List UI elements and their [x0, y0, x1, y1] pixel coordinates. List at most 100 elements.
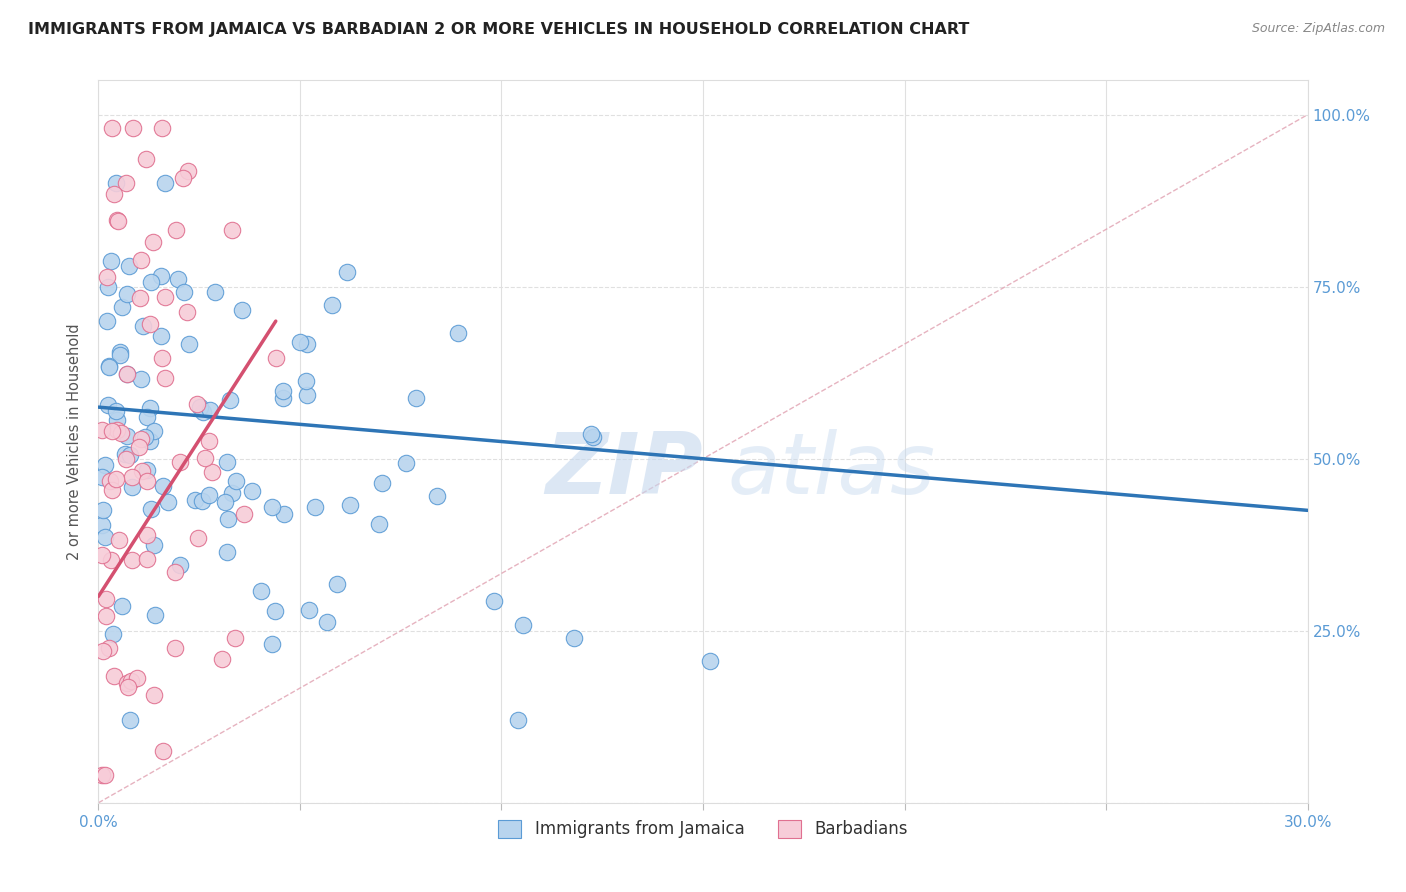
Point — [101, 424, 124, 438]
Point — [221, 222, 243, 236]
Point — [221, 486, 243, 500]
Point — [177, 164, 200, 178]
Text: IMMIGRANTS FROM JAMAICA VS BARBADIAN 2 OR MORE VEHICLES IN HOUSEHOLD CORRELATION: IMMIGRANTS FROM JAMAICA VS BARBADIAN 2 O… — [28, 22, 970, 37]
Point — [156, 495, 179, 509]
Point — [512, 617, 534, 632]
Point — [153, 177, 176, 191]
Point — [139, 317, 162, 331]
Point — [134, 430, 156, 444]
Point — [224, 631, 246, 645]
Point — [121, 552, 143, 566]
Point — [103, 186, 125, 201]
Point — [250, 584, 273, 599]
Point — [122, 121, 145, 136]
Point — [217, 512, 239, 526]
Point — [105, 404, 128, 418]
Point — [214, 495, 236, 509]
Point — [506, 713, 529, 727]
Point — [201, 465, 224, 479]
Point — [91, 518, 114, 533]
Point — [142, 424, 165, 438]
Point — [97, 398, 120, 412]
Point — [142, 235, 165, 249]
Point — [405, 392, 427, 406]
Point — [321, 298, 343, 312]
Point — [96, 314, 118, 328]
Point — [138, 401, 160, 415]
Point — [204, 285, 226, 299]
Point — [91, 548, 114, 562]
Point — [167, 271, 190, 285]
Point — [98, 475, 121, 489]
Point — [96, 270, 118, 285]
Point — [290, 334, 312, 349]
Point — [117, 367, 139, 381]
Point — [115, 287, 138, 301]
Point — [94, 608, 117, 623]
Point — [172, 171, 194, 186]
Point — [96, 591, 118, 606]
Point — [271, 391, 294, 405]
Point — [98, 359, 121, 374]
Point — [263, 604, 285, 618]
Point — [107, 533, 129, 548]
Text: atlas: atlas — [727, 429, 935, 512]
Point — [105, 472, 128, 486]
Text: Source: ZipAtlas.com: Source: ZipAtlas.com — [1251, 22, 1385, 36]
Point — [94, 458, 117, 473]
Point — [91, 470, 114, 484]
Point — [129, 252, 152, 267]
Point — [100, 553, 122, 567]
Point — [114, 447, 136, 461]
Point — [114, 176, 136, 190]
Point — [93, 502, 115, 516]
Point — [107, 214, 129, 228]
Point — [186, 397, 208, 411]
Point — [91, 768, 114, 782]
Point — [91, 644, 114, 658]
Point — [295, 374, 318, 388]
Point — [152, 744, 174, 758]
Point — [304, 500, 326, 515]
Point — [169, 558, 191, 573]
Point — [173, 285, 195, 299]
Legend: Immigrants from Jamaica, Barbadians: Immigrants from Jamaica, Barbadians — [491, 813, 915, 845]
Point — [188, 401, 211, 415]
Point — [139, 502, 162, 516]
Point — [177, 337, 200, 351]
Y-axis label: 2 or more Vehicles in Household: 2 or more Vehicles in Household — [67, 323, 83, 560]
Point — [262, 638, 284, 652]
Point — [295, 336, 318, 351]
Point — [152, 121, 174, 136]
Point — [336, 265, 359, 279]
Point — [118, 260, 141, 274]
Point — [231, 303, 253, 318]
Point — [240, 483, 263, 498]
Point — [582, 430, 605, 444]
Point — [142, 689, 165, 703]
Point — [271, 384, 294, 398]
Point — [111, 599, 134, 613]
Point — [198, 488, 221, 502]
Point — [194, 451, 217, 466]
Point — [447, 326, 470, 340]
Point — [169, 455, 191, 469]
Point — [395, 456, 418, 470]
Point — [326, 576, 349, 591]
Point — [143, 607, 166, 622]
Point — [136, 552, 159, 566]
Point — [187, 531, 209, 545]
Point — [98, 641, 121, 656]
Point — [120, 673, 142, 688]
Point — [105, 213, 128, 227]
Point — [100, 483, 122, 497]
Point — [260, 500, 283, 514]
Point — [93, 768, 115, 782]
Point — [131, 464, 153, 478]
Point — [105, 413, 128, 427]
Point — [482, 594, 505, 608]
Point — [316, 615, 339, 630]
Point — [198, 434, 221, 448]
Point — [117, 680, 139, 694]
Point — [184, 493, 207, 508]
